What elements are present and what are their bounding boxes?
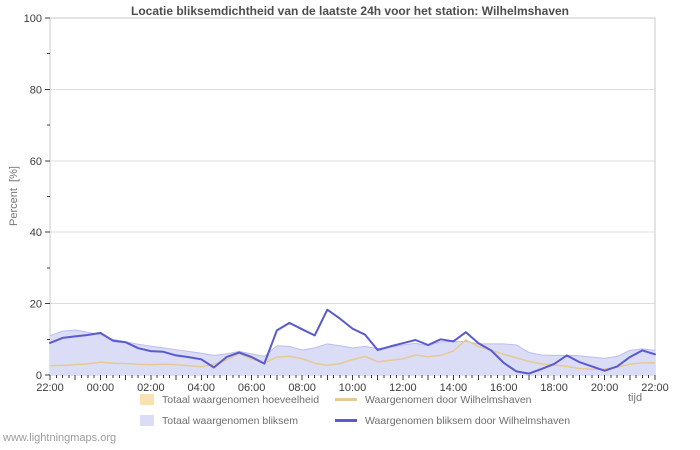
chart-title: Locatie bliksemdichtheid van de laatste … [130,4,569,18]
legend-label: Totaal waargenomen hoeveelheid [162,393,320,406]
legend-column-areas: Totaal waargenomen hoeveelheid Totaal wa… [140,392,319,434]
tan-area-swatch-icon [140,394,154,405]
x-tick-label: 06:00 [238,382,266,394]
series-area-purple_fill [50,330,655,375]
x-tick-label: 18:00 [540,382,568,394]
x-axis-label: tijd [628,392,643,404]
tan-line-swatch-icon [335,398,357,401]
y-tick-label: 40 [30,227,42,239]
x-tick-label: 22:00 [36,382,64,394]
legend-item-waargenomen-wilhelmshaven: Waargenomen door Wilhelmshaven [335,392,570,407]
legend-label: Totaal waargenomen bliksem [162,414,298,427]
y-axis-label: Percent [%] [8,166,20,226]
series [49,308,656,375]
x-tick-label: 02:00 [137,382,165,394]
x-tick-label: 22:00 [641,382,669,394]
x-tick-label: 14:00 [440,382,468,394]
x-tick-label: 20:00 [591,382,619,394]
x-tick-label: 04:00 [187,382,215,394]
x-tick-label: 10:00 [339,382,367,394]
y-tick-label: 100 [24,13,42,25]
x-tick-label: 08:00 [288,382,316,394]
series-area-edge-purple_fill [49,329,656,359]
y-tick-label: 60 [30,156,42,168]
legend-item-totaal-bliksem: Totaal waargenomen bliksem [140,413,319,428]
legend-item-totaal-hoeveelheid: Totaal waargenomen hoeveelheid [140,392,319,407]
x-tick-label: 12:00 [389,382,417,394]
series-line-blue_line [49,308,656,375]
legend-column-lines: Waargenomen door Wilhelmshaven Waargenom… [335,392,570,434]
y-tick-label: 20 [30,299,42,311]
x-axis: 22:00 00:00 02:00 04:00 06:00 08:00 10:00 12:00… [36,375,669,394]
x-tick-label: 16:00 [490,382,518,394]
gridlines [50,88,655,305]
y-axis: 0 20 40 60 80 100 [24,13,50,382]
purple-area-swatch-icon [140,415,154,426]
series-line-tan_line [49,339,656,371]
legend-label: Waargenomen bliksem door Wilhelmshaven [365,414,571,427]
y-tick-label: 80 [30,84,42,96]
watermark-link[interactable]: www.lightningmaps.org [3,432,117,444]
blue-line-swatch-icon [335,419,357,422]
x-tick-label: 00:00 [87,382,115,394]
plot-border [49,17,656,376]
legend-label: Waargenomen door Wilhelmshaven [365,393,532,406]
y-tick-label: 0 [36,370,42,382]
legend-item-waargenomen-bliksem-wilhelmshaven: Waargenomen bliksem door Wilhelmshaven [335,413,570,428]
